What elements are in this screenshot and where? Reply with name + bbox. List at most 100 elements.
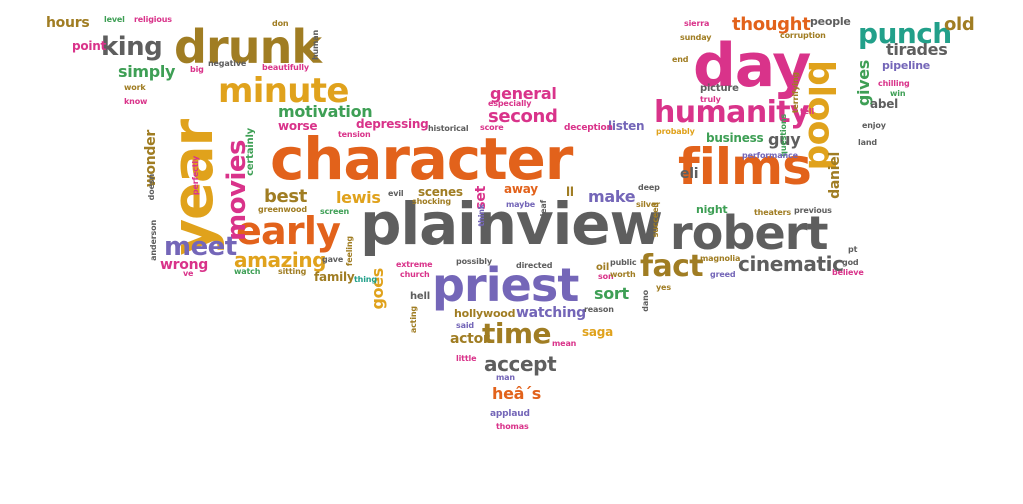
cloud-word: greenwood	[258, 205, 307, 214]
cloud-word: deception	[564, 123, 613, 133]
cloud-word: level	[104, 15, 125, 24]
cloud-word: ve	[183, 269, 194, 278]
cloud-word: possibly	[456, 257, 492, 266]
cloud-word: accept	[484, 352, 557, 376]
cloud-word: meet	[164, 232, 237, 262]
cloud-word: doesn	[147, 174, 156, 201]
cloud-word: humanity	[654, 95, 810, 130]
cloud-word: don	[272, 19, 289, 28]
cloud-word: probably	[656, 127, 695, 136]
cloud-word: listen	[608, 119, 645, 133]
cloud-word: wrong	[160, 257, 209, 273]
cloud-word: sunday	[680, 33, 712, 42]
cloud-word: church	[400, 270, 430, 279]
cloud-word: saga	[582, 325, 613, 339]
cloud-word: ll	[566, 185, 574, 199]
cloud-word: extreme	[396, 260, 433, 269]
cloud-word: believe	[832, 268, 864, 277]
cloud-word: character	[270, 125, 573, 193]
cloud-word: night	[696, 203, 728, 216]
cloud-word: films	[678, 138, 812, 196]
cloud-word: tension	[338, 130, 371, 139]
cloud-word: deaf	[539, 200, 548, 220]
cloud-word: deep	[638, 183, 660, 192]
cloud-word: business	[706, 131, 764, 145]
cloud-word: sitting	[278, 267, 307, 276]
cloud-word: win	[890, 89, 906, 98]
cloud-word: chilling	[878, 79, 910, 88]
cloud-word: dano	[641, 290, 650, 312]
cloud-word: evil	[388, 189, 404, 198]
cloud-word: second	[488, 106, 558, 127]
cloud-word: make	[588, 187, 636, 206]
cloud-word: point	[72, 39, 107, 53]
cloud-word: negative	[208, 59, 247, 68]
cloud-word: motivation	[278, 102, 373, 121]
cloud-word: tirades	[886, 40, 948, 59]
cloud-word: man	[496, 373, 515, 382]
cloud-word: worse	[278, 119, 318, 133]
cloud-word: score	[480, 123, 504, 132]
cloud-word: hours	[46, 15, 90, 31]
cloud-word: yes	[656, 283, 671, 292]
cloud-word: time	[482, 317, 551, 350]
cloud-word: magnolia	[700, 254, 741, 263]
cloud-word: terrifying	[791, 72, 800, 114]
cloud-word: robert	[670, 206, 828, 260]
cloud-word: succeed	[651, 202, 660, 238]
cloud-word: abel	[870, 97, 898, 111]
cloud-word: family	[314, 270, 355, 284]
cloud-word: public	[610, 258, 637, 267]
cloud-word: performance	[742, 151, 798, 160]
cloud-word: cinematic	[738, 252, 844, 276]
cloud-word: certainly	[245, 128, 256, 176]
cloud-word: simply	[118, 62, 176, 81]
cloud-word: tell	[800, 107, 815, 116]
cloud-word: actor	[450, 331, 490, 347]
cloud-word: corruption	[780, 31, 826, 40]
cloud-word: minute	[218, 71, 349, 111]
cloud-word: directed	[516, 261, 553, 270]
cloud-word: maybe	[506, 200, 536, 209]
cloud-word: shocking	[412, 197, 451, 206]
cloud-word: hell	[410, 291, 430, 302]
cloud-word: theaters	[754, 208, 792, 217]
cloud-word: little	[456, 354, 477, 363]
cloud-word: son	[598, 272, 614, 281]
cloud-word: people	[810, 15, 851, 28]
cloud-word: best	[264, 186, 307, 207]
cloud-word: king	[101, 32, 163, 62]
cloud-word: picture	[700, 83, 739, 94]
cloud-word: punch	[858, 17, 952, 50]
cloud-word: greed	[710, 270, 736, 279]
cloud-word: oil	[596, 262, 610, 273]
cloud-word: enjoy	[862, 121, 886, 130]
cloud-word: historical	[428, 124, 469, 133]
cloud-word: work	[124, 83, 146, 92]
cloud-word: beautifully	[262, 63, 309, 72]
cloud-word: screen	[320, 207, 350, 216]
cloud-word: acting	[409, 306, 418, 334]
cloud-word: know	[124, 97, 148, 106]
cloud-word: pt	[848, 245, 858, 254]
cloud-word: end	[672, 55, 689, 64]
cloud-word: plainview	[360, 190, 663, 258]
cloud-word: guy	[768, 130, 801, 149]
cloud-word: priest	[432, 258, 579, 312]
cloud-word: amazing	[234, 248, 327, 272]
cloud-word: daniel	[827, 152, 843, 199]
cloud-word: sierra	[684, 19, 710, 28]
cloud-word: depressing	[356, 117, 429, 131]
cloud-word: general	[490, 84, 557, 103]
cloud-word: fact	[640, 249, 704, 284]
cloud-word: reason	[584, 305, 614, 314]
cloud-word: thomas	[496, 422, 529, 431]
cloud-word: watching	[516, 305, 586, 321]
cloud-word: drunk	[174, 20, 322, 74]
cloud-word: truly	[700, 95, 721, 104]
cloud-word: scenes	[418, 185, 463, 199]
cloud-word: land	[858, 138, 877, 147]
cloud-word: big	[190, 65, 204, 74]
cloud-word: applaud	[490, 409, 530, 419]
cloud-word: watch	[234, 267, 261, 276]
